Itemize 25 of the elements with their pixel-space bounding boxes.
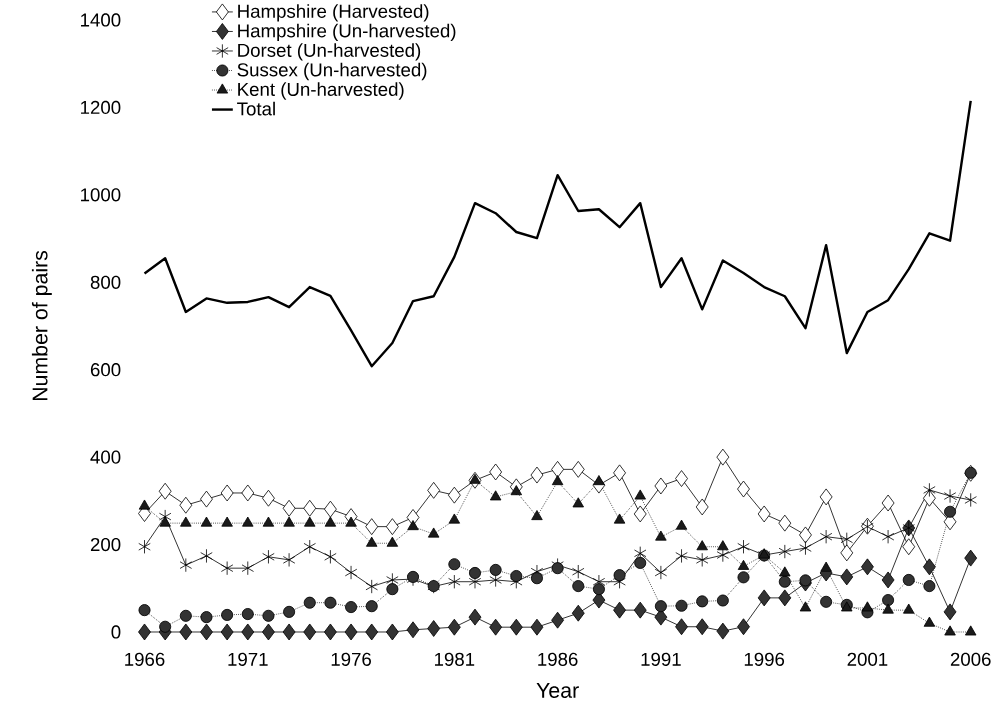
legend-label: Kent (Un-harvested) bbox=[238, 82, 404, 100]
y-tick-label: 600 bbox=[90, 363, 121, 377]
y-tick-label: 200 bbox=[90, 537, 121, 552]
x-tick-label: 1991 bbox=[641, 652, 681, 666]
legend-label: Sussex (Un-harvested) bbox=[237, 62, 427, 81]
x-tick-label: 1981 bbox=[434, 652, 475, 666]
x-axis-title: Year bbox=[536, 683, 579, 698]
x-tick-label: 2001 bbox=[847, 652, 888, 666]
y-axis-title: Number of pairs bbox=[31, 250, 52, 401]
x-tick-label: 1966 bbox=[125, 652, 165, 666]
legend-label: Total bbox=[237, 101, 275, 116]
legend-label: Hampshire (Harvested) bbox=[238, 4, 429, 22]
x-tick-label: 1971 bbox=[228, 652, 268, 666]
y-tick-label: 1200 bbox=[81, 100, 121, 115]
y-tick-label: 0 bbox=[111, 625, 121, 639]
legend-label: Hampshire (Un-harvested) bbox=[238, 23, 456, 42]
x-tick-label: 1986 bbox=[538, 652, 578, 666]
y-tick-label: 1400 bbox=[81, 13, 121, 27]
x-tick-label: 2006 bbox=[950, 652, 991, 666]
legend-label: Dorset (Un-harvested) bbox=[238, 43, 421, 61]
x-tick-label: 1976 bbox=[331, 652, 371, 666]
y-tick-label: 400 bbox=[90, 450, 121, 464]
y-tick-label: 1000 bbox=[81, 188, 121, 202]
y-tick-label: 800 bbox=[90, 275, 121, 289]
x-tick-label: 1996 bbox=[744, 652, 785, 666]
